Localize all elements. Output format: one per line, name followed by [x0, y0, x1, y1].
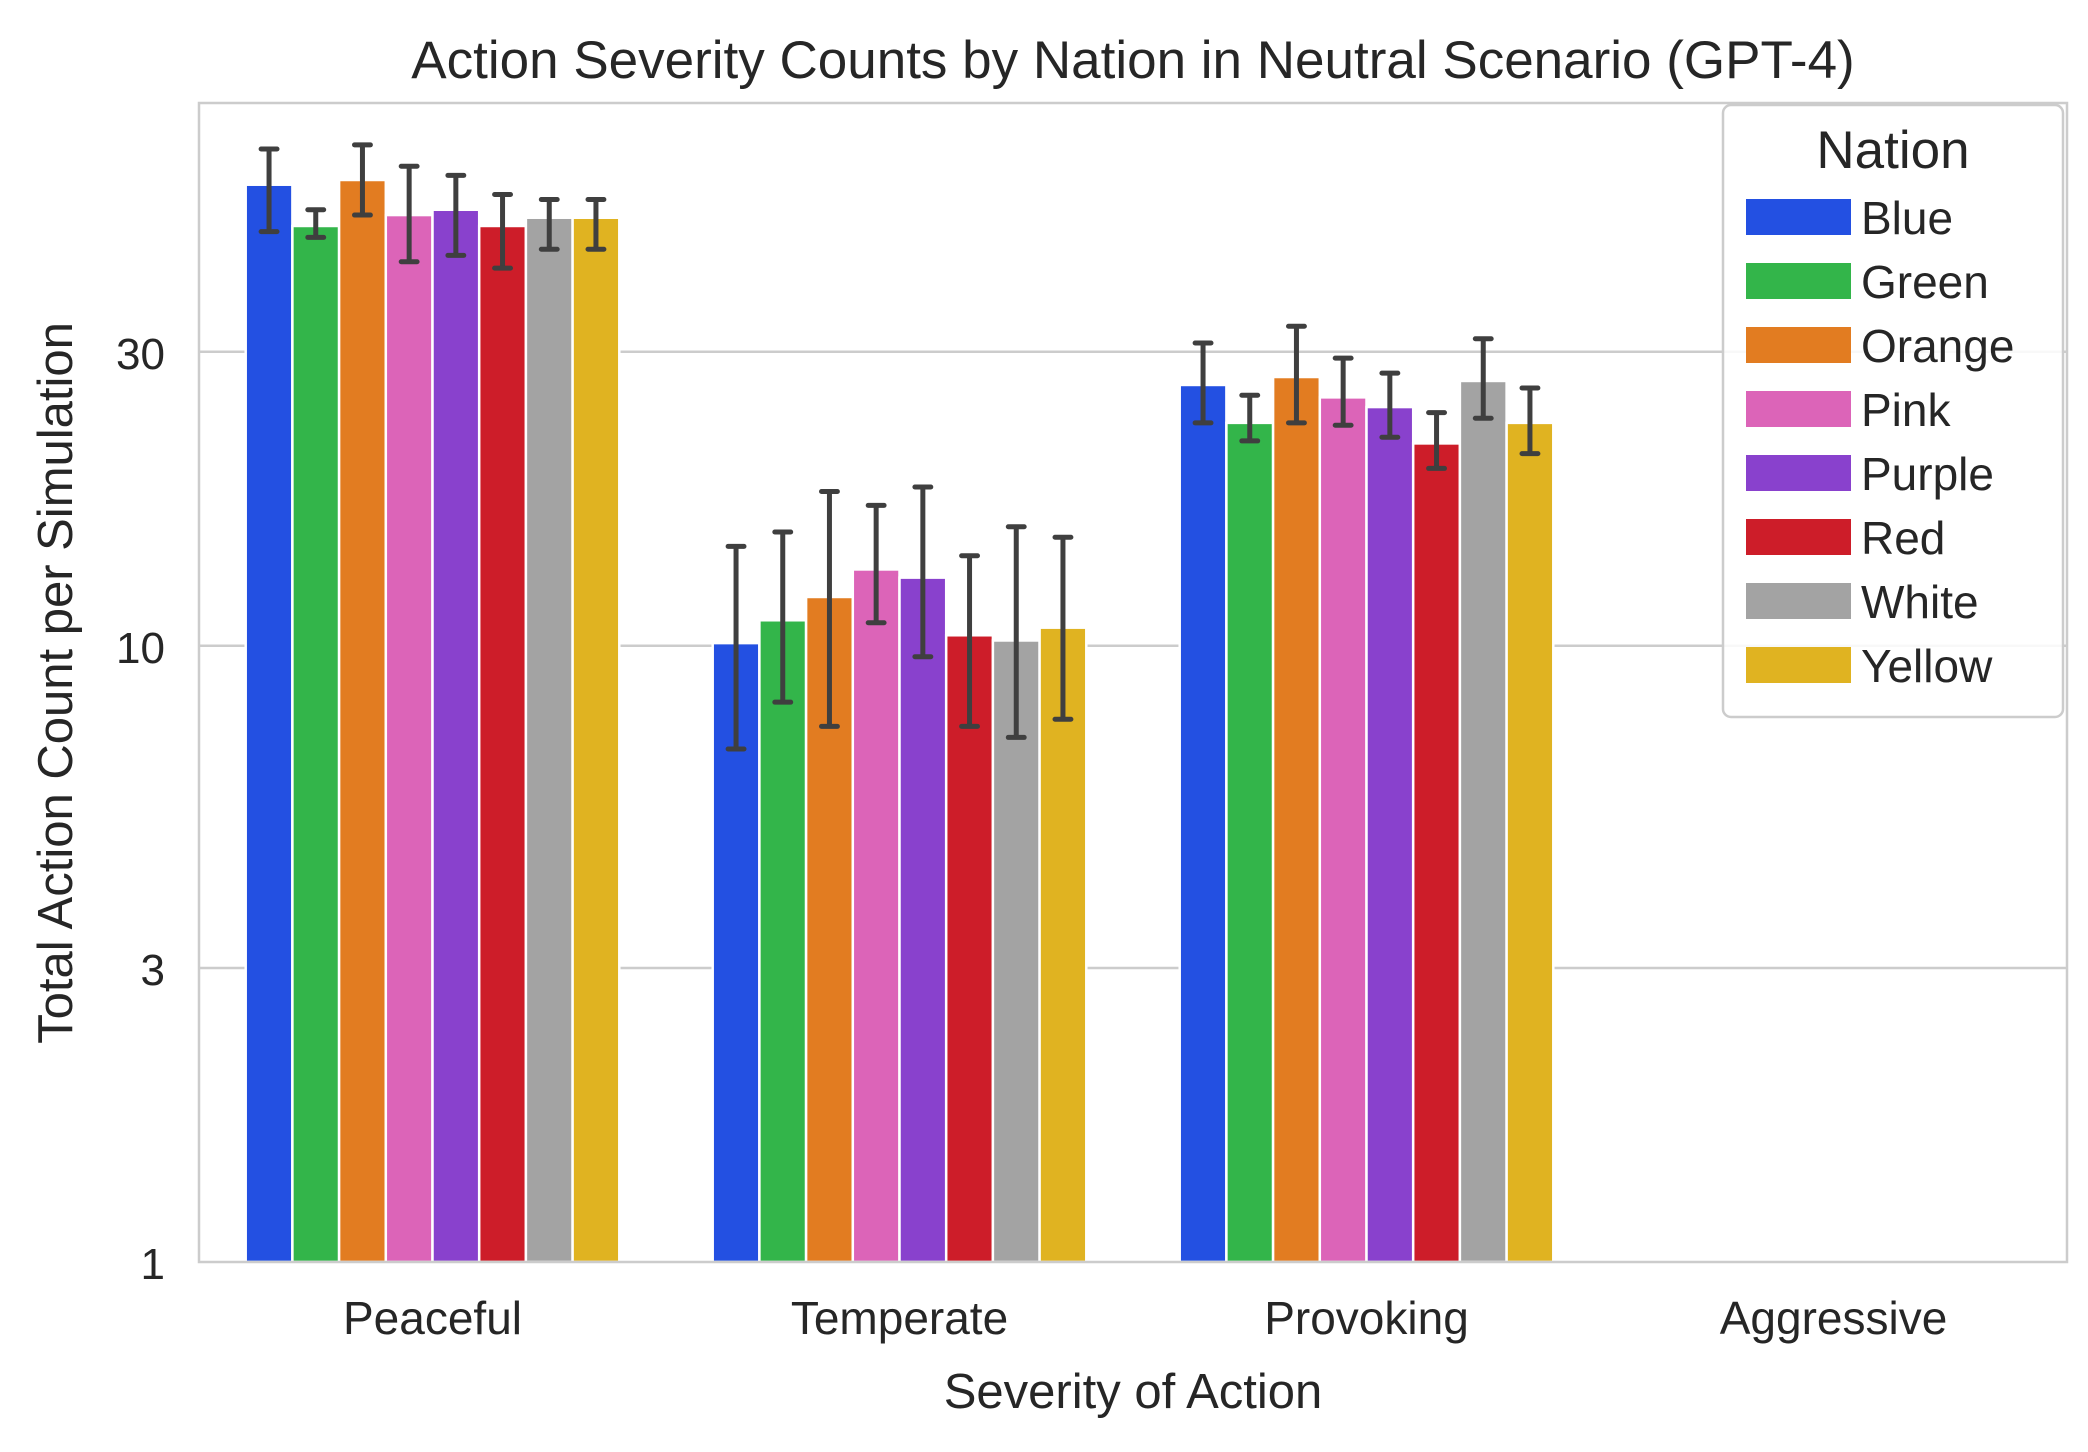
bar-red-provoking [1411, 442, 1462, 1264]
error-bars-layer [258, 142, 1541, 752]
x-axis-label: Severity of Action [944, 1365, 1323, 1419]
legend-label-purple: Purple [1861, 448, 1994, 500]
error-bar-white-peaceful [538, 196, 560, 252]
error-bar-red-temperate [959, 553, 980, 729]
bar-orange-provoking [1271, 375, 1322, 1264]
x-tick-labels: Peaceful Temperate Provoking Aggressive [343, 1292, 1947, 1344]
bar-purple-peaceful [431, 208, 481, 1264]
x-tick-label: Provoking [1264, 1292, 1469, 1344]
error-bar-white-temperate [1005, 524, 1027, 740]
legend-swatch-pink [1746, 391, 1851, 427]
error-bar-red-peaceful [492, 191, 513, 271]
y-tick-label: 10 [116, 624, 165, 673]
legend-swatch-green [1746, 263, 1851, 299]
error-bar-pink-peaceful [398, 163, 420, 265]
legend-swatch-purple [1746, 455, 1851, 491]
y-axis-label: Total Action Count per Simulation [29, 322, 83, 1044]
legend-swatch-white [1746, 583, 1851, 619]
error-bar-yellow-provoking [1519, 385, 1541, 457]
legend-label-green: Green [1861, 256, 1989, 308]
bar-yellow-peaceful [571, 216, 621, 1264]
x-tick-label: Temperate [791, 1292, 1008, 1344]
legend-label-pink: Pink [1861, 384, 1951, 436]
legend-swatch-orange [1746, 327, 1851, 363]
error-bar-red-provoking [1426, 410, 1447, 471]
error-bar-yellow-temperate [1052, 534, 1074, 722]
x-tick-label: Peaceful [343, 1292, 522, 1344]
bar-red-temperate [944, 634, 995, 1264]
error-bar-green-provoking [1239, 392, 1261, 444]
bar-orange-peaceful [337, 178, 388, 1264]
plot-frame [197, 101, 2069, 1264]
error-bar-white-provoking [1472, 336, 1494, 421]
legend-label-yellow: Yellow [1861, 640, 1993, 692]
error-bar-blue-temperate [725, 543, 747, 752]
legend-label-red: Red [1861, 512, 1945, 564]
legend: Nation Blue Green Orange Pink Purple Red White… [1721, 103, 2065, 719]
bars-layer [244, 178, 1555, 1264]
error-bar-green-peaceful [305, 207, 327, 240]
bar-green-provoking [1225, 421, 1275, 1264]
bar-white-temperate [991, 639, 1041, 1264]
error-bar-pink-provoking [1332, 355, 1354, 428]
legend-items: Blue Green Orange Pink Purple Red White Yellow [1746, 192, 2014, 692]
bar-red-peaceful [477, 224, 528, 1264]
bar-yellow-provoking [1505, 421, 1555, 1264]
error-bar-pink-temperate [865, 502, 887, 626]
bar-white-peaceful [524, 216, 574, 1264]
bar-blue-provoking [1178, 383, 1228, 1264]
error-bar-purple-peaceful [445, 172, 467, 258]
bar-pink-peaceful [384, 213, 434, 1264]
error-bar-orange-peaceful [352, 142, 373, 218]
legend-box [1721, 103, 2065, 719]
error-bar-orange-provoking [1286, 323, 1307, 426]
y-tick-labels: 1 3 10 30 [116, 330, 165, 1289]
bar-pink-provoking [1318, 396, 1368, 1264]
chart-title: Action Severity Counts by Nation in Neut… [411, 31, 1854, 90]
bar-green-peaceful [291, 224, 341, 1264]
y-tick-label: 3 [141, 946, 165, 995]
bar-blue-peaceful [244, 183, 294, 1264]
error-bar-green-temperate [772, 529, 794, 705]
error-bar-purple-temperate [912, 484, 934, 660]
legend-swatch-red [1746, 519, 1851, 555]
bar-pink-temperate [851, 568, 901, 1264]
legend-title: Nation [1816, 121, 1969, 180]
bar-green-temperate [758, 619, 808, 1264]
legend-label-white: White [1861, 576, 1979, 628]
error-bar-purple-provoking [1379, 370, 1401, 440]
error-bar-blue-peaceful [258, 146, 280, 235]
legend-label-orange: Orange [1861, 320, 2014, 372]
error-bar-yellow-peaceful [585, 196, 607, 252]
legend-label-blue: Blue [1861, 192, 1953, 244]
bar-purple-provoking [1365, 405, 1415, 1264]
error-bar-orange-temperate [819, 488, 840, 729]
bar-purple-temperate [898, 576, 948, 1264]
legend-swatch-blue [1746, 199, 1851, 235]
bar-yellow-temperate [1038, 626, 1088, 1264]
error-bar-blue-provoking [1192, 340, 1214, 426]
bar-white-provoking [1458, 379, 1508, 1264]
y-tick-label: 30 [116, 330, 165, 379]
y-tick-label: 1 [141, 1240, 165, 1289]
legend-swatch-yellow [1746, 647, 1851, 683]
x-tick-label: Aggressive [1720, 1292, 1948, 1344]
